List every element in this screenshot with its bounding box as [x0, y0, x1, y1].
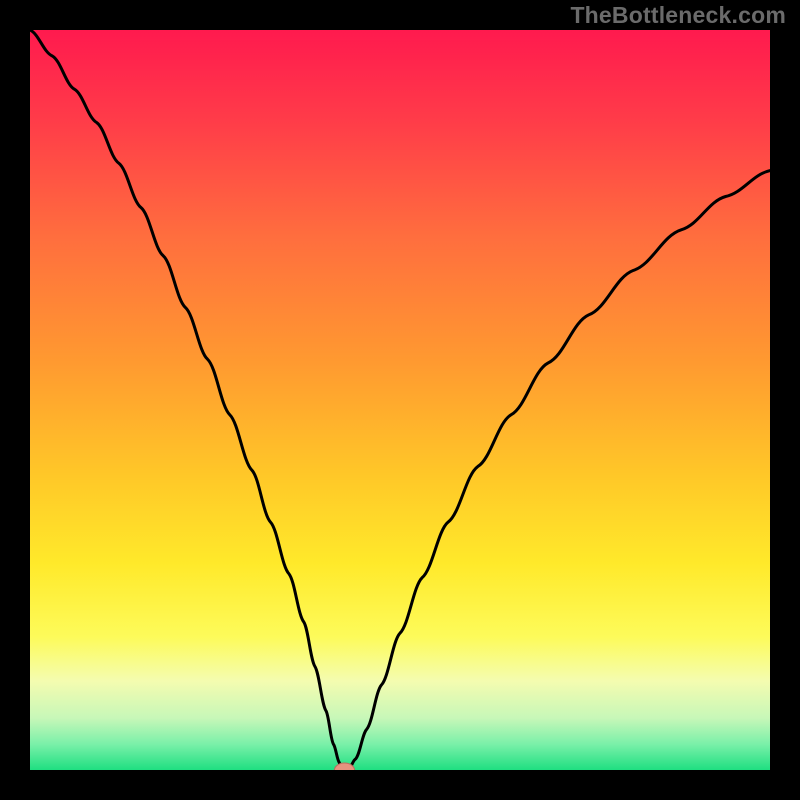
chart-frame: TheBottleneck.com [0, 0, 800, 800]
watermark-text: TheBottleneck.com [570, 2, 786, 29]
bottleneck-chart [0, 0, 800, 800]
gradient-background [30, 30, 770, 770]
